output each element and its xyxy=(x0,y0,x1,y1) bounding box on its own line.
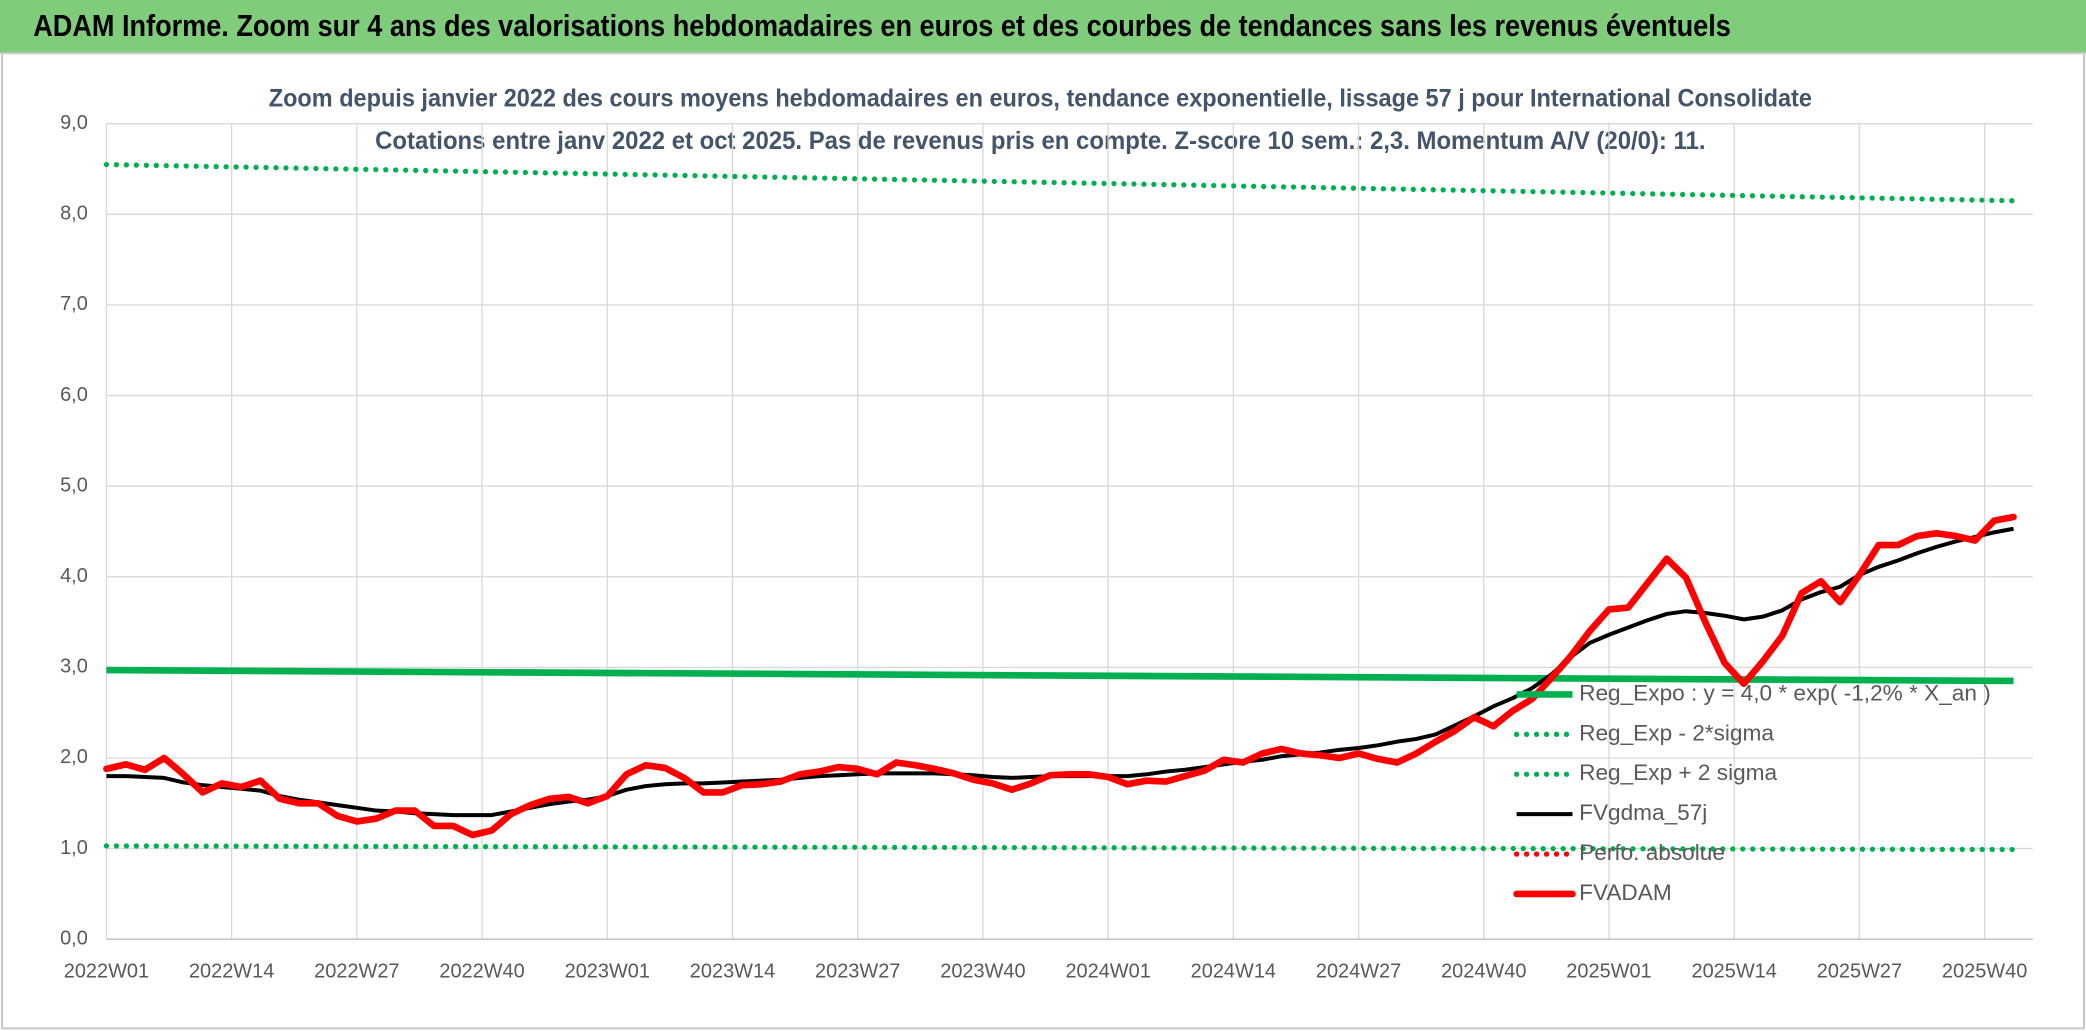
series-line xyxy=(103,843,2017,853)
x-tick-label: 2025W01 xyxy=(1566,961,1651,983)
header-band xyxy=(0,0,2086,54)
x-tick-label: 2023W14 xyxy=(690,961,775,983)
legend-label: FVADAM xyxy=(1579,880,1672,905)
x-tick-label: 2023W27 xyxy=(815,961,900,983)
x-tick-label: 2024W40 xyxy=(1441,961,1526,983)
x-tick-label: 2025W14 xyxy=(1692,961,1777,983)
y-tick-label: 2,0 xyxy=(60,746,88,768)
legend-label: Reg_Exp + 2 sigma xyxy=(1579,760,1777,785)
y-tick-label: 3,0 xyxy=(60,656,88,678)
x-tick-label: 2024W14 xyxy=(1191,961,1276,983)
y-tick-label: 7,0 xyxy=(60,293,88,315)
y-tick-label: 9,0 xyxy=(60,112,88,134)
x-tick-label: 2023W40 xyxy=(940,961,1025,983)
legend-label: Reg_Exp - 2*sigma xyxy=(1579,720,1774,745)
y-tick-label: 0,0 xyxy=(60,927,88,949)
x-tick-label: 2025W40 xyxy=(1942,961,2027,983)
x-tick-label: 2022W40 xyxy=(439,961,524,983)
x-tick-label: 2023W01 xyxy=(565,961,650,983)
legend-label: FVgdma_57j xyxy=(1579,800,1707,825)
y-tick-label: 1,0 xyxy=(60,837,88,859)
x-tick-label: 2024W01 xyxy=(1065,961,1150,983)
x-tick-label: 2022W01 xyxy=(64,961,149,983)
y-tick-label: 4,0 xyxy=(60,565,88,587)
y-tick-label: 5,0 xyxy=(60,474,88,496)
series-line xyxy=(103,513,2017,839)
chart-subtitle: Cotations entre janv 2022 et oct 2025. P… xyxy=(375,127,1705,155)
x-tick-label: 2022W14 xyxy=(189,961,274,983)
legend-label: Reg_Expo : y = 4,0 * exp( -1,2% * X_an ) xyxy=(1579,680,1991,705)
legend-label: Perfo. absolue xyxy=(1579,840,1725,865)
chart-frame xyxy=(0,52,2086,1030)
x-tick-label: 2025W27 xyxy=(1817,961,1902,983)
series-line xyxy=(106,666,2014,685)
x-tick-label: 2022W27 xyxy=(314,961,399,983)
series-line xyxy=(103,161,2017,204)
y-tick-label: 8,0 xyxy=(60,203,88,225)
chart-subtitle: Zoom depuis janvier 2022 des cours moyen… xyxy=(269,84,1812,112)
x-tick-label: 2024W27 xyxy=(1316,961,1401,983)
page-title: ADAM Informe. Zoom sur 4 ans des valoris… xyxy=(33,9,1731,43)
y-tick-label: 6,0 xyxy=(60,384,88,406)
